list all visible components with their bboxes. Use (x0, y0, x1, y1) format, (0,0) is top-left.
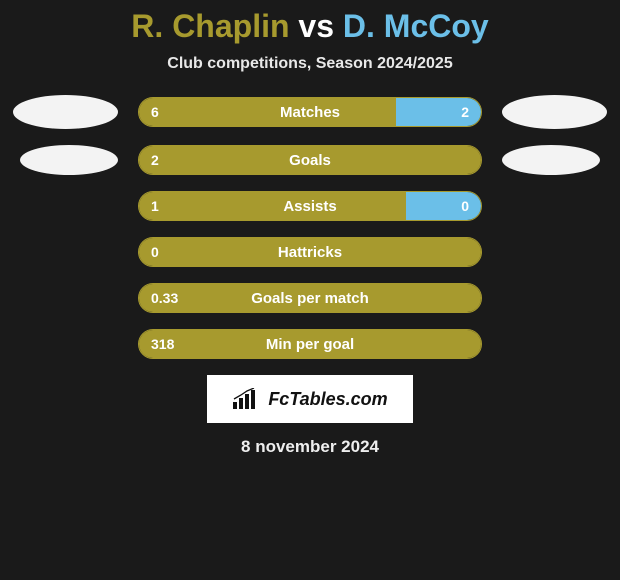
subtitle: Club competitions, Season 2024/2025 (0, 55, 620, 73)
stat-value-left: 2 (151, 146, 159, 174)
player1-name: R. Chaplin (131, 8, 289, 44)
stat-label: Goals (139, 146, 481, 174)
vs-label: vs (298, 8, 334, 44)
page-title: R. Chaplin vs D. McCoy (0, 8, 620, 45)
stat-row: Goals per match0.33 (0, 283, 620, 313)
stat-bar: Min per goal318 (138, 329, 482, 359)
stat-row: Assists1 0 (0, 191, 620, 221)
badge-text: FcTables.com (268, 389, 387, 410)
fctables-badge[interactable]: FcTables.com (207, 375, 413, 423)
stats-list: Matches62Goals2Assists10Hattricks0Goals … (0, 95, 620, 359)
stat-label: Assists (139, 192, 481, 220)
stat-label: Matches (139, 98, 481, 126)
stat-bar: Hattricks0 (138, 237, 482, 267)
stat-bar: Assists1 0 (138, 191, 482, 221)
stat-value-right: 2 (461, 98, 469, 126)
player1-avatar (20, 145, 118, 175)
stat-value-left: 0.33 (151, 284, 178, 312)
comparison-container: R. Chaplin vs D. McCoy Club competitions… (0, 0, 620, 580)
stat-value-right: 0 (461, 192, 469, 220)
player2-avatar (502, 95, 607, 129)
stat-bar: Matches6 2 (138, 97, 482, 127)
player2-name: D. McCoy (343, 8, 489, 44)
stat-label: Min per goal (139, 330, 481, 358)
stat-row: Hattricks0 (0, 237, 620, 267)
stat-row: Min per goal318 (0, 329, 620, 359)
stat-label: Hattricks (139, 238, 481, 266)
stat-label: Goals per match (139, 284, 481, 312)
stat-row: Goals2 (0, 145, 620, 175)
stat-bar: Goals2 (138, 145, 482, 175)
stat-row: Matches6 2 (0, 95, 620, 129)
stat-bar: Goals per match0.33 (138, 283, 482, 313)
date-label: 8 november 2024 (0, 437, 620, 457)
player1-avatar (13, 95, 118, 129)
stat-value-left: 1 (151, 192, 159, 220)
player2-avatar (502, 145, 600, 175)
stat-value-left: 318 (151, 330, 174, 358)
chart-icon (232, 388, 260, 410)
stat-value-left: 0 (151, 238, 159, 266)
stat-value-left: 6 (151, 98, 159, 126)
